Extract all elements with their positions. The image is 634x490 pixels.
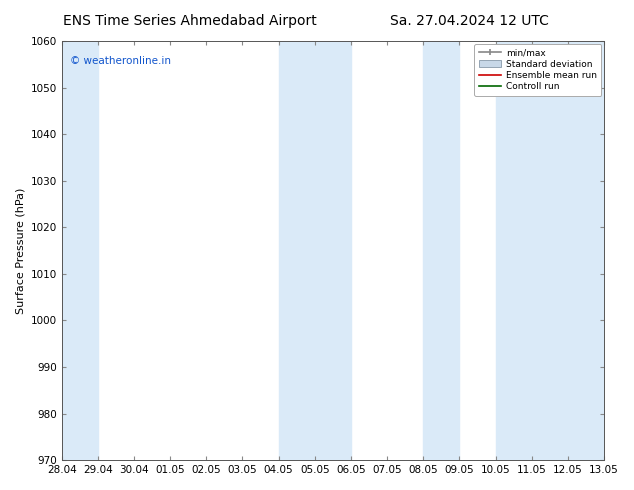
Bar: [496, 41, 604, 460]
Bar: [279, 41, 315, 460]
Legend: min/max, Standard deviation, Ensemble mean run, Controll run: min/max, Standard deviation, Ensemble me…: [474, 44, 602, 96]
Bar: [315, 41, 351, 460]
Text: Sa. 27.04.2024 12 UTC: Sa. 27.04.2024 12 UTC: [390, 14, 548, 28]
Text: © weatheronline.in: © weatheronline.in: [70, 56, 171, 66]
Bar: [424, 41, 460, 460]
Text: ENS Time Series Ahmedabad Airport: ENS Time Series Ahmedabad Airport: [63, 14, 317, 28]
Bar: [61, 41, 98, 460]
Y-axis label: Surface Pressure (hPa): Surface Pressure (hPa): [15, 187, 25, 314]
